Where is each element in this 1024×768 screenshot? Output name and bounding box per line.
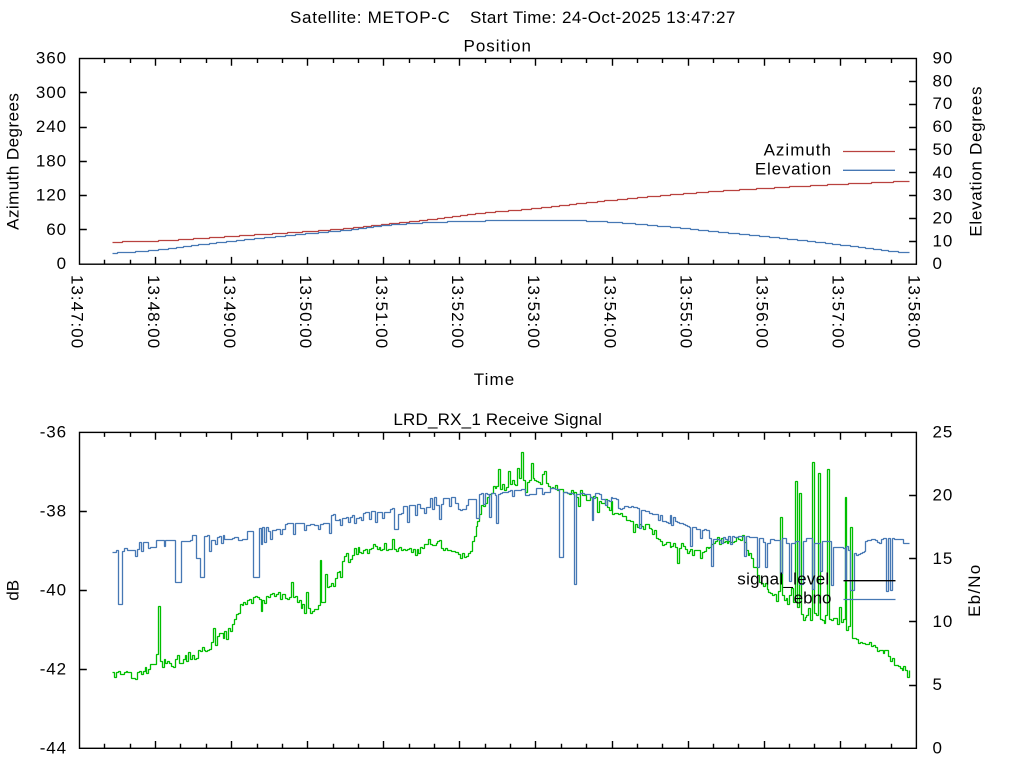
svg-text:-42: -42 xyxy=(40,659,67,678)
svg-text:13:50:00: 13:50:00 xyxy=(296,275,315,349)
svg-text:360: 360 xyxy=(36,49,67,68)
svg-text:Start Time: 24-Oct-2025 13:47:: Start Time: 24-Oct-2025 13:47:27 xyxy=(470,8,736,27)
svg-text:Eb/No: Eb/No xyxy=(965,564,984,617)
svg-text:50: 50 xyxy=(933,140,954,159)
svg-text:LRD_RX_1 Receive Signal: LRD_RX_1 Receive Signal xyxy=(393,410,602,429)
svg-text:0: 0 xyxy=(57,254,67,273)
svg-text:Satellite: METOP-C: Satellite: METOP-C xyxy=(290,8,451,27)
svg-text:10: 10 xyxy=(933,231,954,250)
svg-text:-40: -40 xyxy=(40,580,67,599)
svg-text:15: 15 xyxy=(933,549,954,568)
svg-text:ebno: ebno xyxy=(794,589,832,608)
svg-text:13:52:00: 13:52:00 xyxy=(448,275,467,349)
svg-text:13:51:00: 13:51:00 xyxy=(372,275,391,349)
svg-text:Time: Time xyxy=(474,370,516,389)
svg-text:30: 30 xyxy=(933,186,954,205)
svg-text:Position: Position xyxy=(464,37,532,56)
svg-text:13:56:00: 13:56:00 xyxy=(752,275,771,349)
svg-text:-38: -38 xyxy=(40,501,67,520)
svg-text:20: 20 xyxy=(933,208,954,227)
svg-text:dB: dB xyxy=(4,580,23,601)
svg-text:13:58:00: 13:58:00 xyxy=(905,275,924,349)
svg-text:240: 240 xyxy=(36,117,67,136)
svg-text:5: 5 xyxy=(933,675,943,694)
svg-text:Elevation Degrees: Elevation Degrees xyxy=(967,86,986,237)
svg-text:0: 0 xyxy=(933,738,943,757)
svg-text:40: 40 xyxy=(933,163,954,182)
svg-text:90: 90 xyxy=(933,49,954,68)
svg-text:25: 25 xyxy=(933,422,954,441)
svg-text:180: 180 xyxy=(36,151,67,170)
svg-text:Azimuth Degrees: Azimuth Degrees xyxy=(4,93,23,230)
svg-text:60: 60 xyxy=(46,220,67,239)
svg-text:70: 70 xyxy=(933,94,954,113)
svg-text:0: 0 xyxy=(933,254,943,273)
svg-text:13:47:00: 13:47:00 xyxy=(68,275,87,349)
svg-text:13:54:00: 13:54:00 xyxy=(600,275,619,349)
svg-text:120: 120 xyxy=(36,186,67,205)
svg-text:signal_level: signal_level xyxy=(737,570,829,589)
svg-text:Elevation: Elevation xyxy=(755,159,832,178)
svg-text:300: 300 xyxy=(36,83,67,102)
svg-text:10: 10 xyxy=(933,612,954,631)
svg-text:20: 20 xyxy=(933,486,954,505)
svg-text:13:49:00: 13:49:00 xyxy=(220,275,239,349)
svg-text:60: 60 xyxy=(933,117,954,136)
svg-text:-36: -36 xyxy=(40,422,67,441)
svg-text:13:53:00: 13:53:00 xyxy=(524,275,543,349)
svg-text:-44: -44 xyxy=(40,738,67,757)
svg-text:80: 80 xyxy=(933,71,954,90)
svg-text:13:55:00: 13:55:00 xyxy=(676,275,695,349)
svg-text:Azimuth: Azimuth xyxy=(764,141,832,160)
svg-text:13:48:00: 13:48:00 xyxy=(144,275,163,349)
svg-text:13:57:00: 13:57:00 xyxy=(829,275,848,349)
